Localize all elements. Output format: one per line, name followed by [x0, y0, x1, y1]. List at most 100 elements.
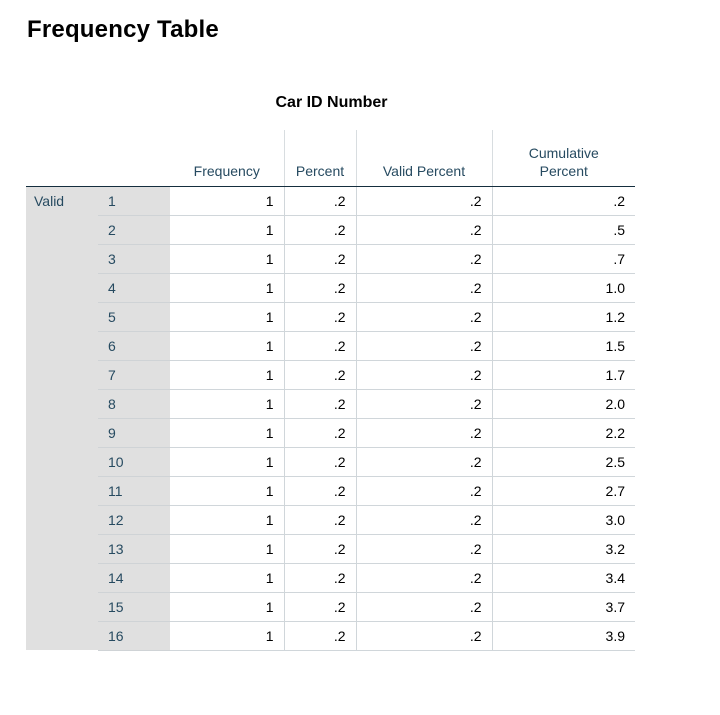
header-cumulative-line2: Percent — [539, 162, 588, 179]
row-category: 14 — [98, 563, 170, 593]
cell-frequency: 1 — [170, 563, 284, 593]
cell-frequency: 1 — [170, 360, 284, 390]
row-category: 8 — [98, 389, 170, 419]
page-title: Frequency Table — [27, 16, 219, 43]
cell-percent: .2 — [283, 273, 356, 303]
cell-percent: .2 — [283, 244, 356, 274]
cell-valid-percent: .2 — [355, 215, 492, 245]
row-category: 5 — [98, 302, 170, 332]
cell-frequency: 1 — [170, 389, 284, 419]
table-row: 12 1.2.2 3.0 — [26, 505, 635, 535]
row-category: 11 — [98, 476, 170, 506]
cell-cumulative-percent: .5 — [491, 215, 635, 245]
table-row: 2 1.2.2.5 — [26, 215, 635, 245]
table-row: 5 1.2.2 1.2 — [26, 302, 635, 332]
cell-cumulative-percent: .7 — [491, 244, 635, 274]
cell-valid-percent: .2 — [355, 389, 492, 419]
cell-valid-percent: .2 — [355, 273, 492, 303]
section-label-valid: Valid — [26, 186, 98, 650]
cell-frequency: 1 — [170, 476, 284, 506]
cell-cumulative-percent: 2.0 — [491, 389, 635, 419]
cell-cumulative-percent: 1.0 — [491, 273, 635, 303]
table-row: 4 1.2.2 1.0 — [26, 273, 635, 303]
cell-cumulative-percent: 2.2 — [491, 418, 635, 448]
header-percent: Percent — [283, 130, 356, 187]
cell-valid-percent: .2 — [355, 563, 492, 593]
row-category: 10 — [98, 447, 170, 477]
cell-cumulative-percent: 1.5 — [491, 331, 635, 361]
cell-percent: .2 — [283, 447, 356, 477]
cell-percent: .2 — [283, 592, 356, 622]
cell-frequency: 1 — [170, 592, 284, 622]
cell-cumulative-percent: 3.0 — [491, 505, 635, 535]
table-title-text: Car ID Number — [275, 94, 388, 111]
table-row: 16 1.2.2 3.9 — [26, 621, 635, 651]
cell-frequency: 1 — [170, 244, 284, 274]
table-row: 3 1.2.2.7 — [26, 244, 635, 274]
table-body: Valid 1 1.2.2.2 2 1.2.2.5 3 1.2.2.7 4 1.2.2 1.0 5 1… — [26, 186, 635, 651]
header-stub-section — [26, 130, 98, 187]
cell-percent: .2 — [283, 186, 356, 216]
row-category: 1 — [98, 186, 170, 216]
cell-cumulative-percent: 3.4 — [491, 563, 635, 593]
table-row: 10 1.2.2 2.5 — [26, 447, 635, 477]
header-frequency: Frequency — [170, 130, 284, 187]
cell-frequency: 1 — [170, 186, 284, 216]
table-row: 15 1.2.2 3.7 — [26, 592, 635, 622]
cell-frequency: 1 — [170, 302, 284, 332]
header-stub-category — [98, 130, 170, 187]
cell-percent: .2 — [283, 418, 356, 448]
cell-valid-percent: .2 — [355, 302, 492, 332]
cell-percent: .2 — [283, 215, 356, 245]
cell-percent: .2 — [283, 621, 356, 651]
table-row: 11 1.2.2 2.7 — [26, 476, 635, 506]
header-cumulative-percent: Cumulative Percent — [491, 130, 635, 187]
cell-frequency: 1 — [170, 447, 284, 477]
cell-valid-percent: .2 — [355, 534, 492, 564]
row-category: 13 — [98, 534, 170, 564]
cell-percent: .2 — [283, 360, 356, 390]
cell-percent: .2 — [283, 476, 356, 506]
cell-cumulative-percent: 2.5 — [491, 447, 635, 477]
cell-valid-percent: .2 — [355, 244, 492, 274]
cell-valid-percent: .2 — [355, 360, 492, 390]
table-title: Car ID Number — [0, 94, 663, 112]
cell-percent: .2 — [283, 331, 356, 361]
row-category: 15 — [98, 592, 170, 622]
table-row: 8 1.2.2 2.0 — [26, 389, 635, 419]
row-category: 6 — [98, 331, 170, 361]
cell-cumulative-percent: 3.9 — [491, 621, 635, 651]
cell-percent: .2 — [283, 563, 356, 593]
row-category: 9 — [98, 418, 170, 448]
cell-valid-percent: .2 — [355, 418, 492, 448]
table-row: Valid 1 1.2.2.2 — [26, 186, 635, 650]
cell-percent: .2 — [283, 534, 356, 564]
cell-valid-percent: .2 — [355, 592, 492, 622]
row-category: 2 — [98, 215, 170, 245]
cell-percent: .2 — [283, 389, 356, 419]
header-cumulative-line1: Cumulative — [528, 144, 599, 161]
cell-cumulative-percent: 3.2 — [491, 534, 635, 564]
cell-percent: .2 — [283, 302, 356, 332]
cell-frequency: 1 — [170, 534, 284, 564]
cell-valid-percent: .2 — [355, 505, 492, 535]
cell-frequency: 1 — [170, 215, 284, 245]
cell-frequency: 1 — [170, 331, 284, 361]
table-row: 14 1.2.2 3.4 — [26, 563, 635, 593]
table-row: 9 1.2.2 2.2 — [26, 418, 635, 448]
cell-frequency: 1 — [170, 621, 284, 651]
header-row: Frequency Percent Valid Percent Cumulati… — [26, 130, 635, 187]
cell-valid-percent: .2 — [355, 186, 492, 216]
table-row: 13 1.2.2 3.2 — [26, 534, 635, 564]
table-row: 6 1.2.2 1.5 — [26, 331, 635, 361]
cell-cumulative-percent: 1.2 — [491, 302, 635, 332]
row-category: 4 — [98, 273, 170, 303]
table-row: 7 1.2.2 1.7 — [26, 360, 635, 390]
cell-frequency: 1 — [170, 418, 284, 448]
table-header: Frequency Percent Valid Percent Cumulati… — [26, 130, 635, 187]
row-category: 7 — [98, 360, 170, 390]
cell-cumulative-percent: 3.7 — [491, 592, 635, 622]
cell-valid-percent: .2 — [355, 476, 492, 506]
cell-percent: .2 — [283, 505, 356, 535]
frequency-table: Frequency Percent Valid Percent Cumulati… — [26, 130, 635, 651]
